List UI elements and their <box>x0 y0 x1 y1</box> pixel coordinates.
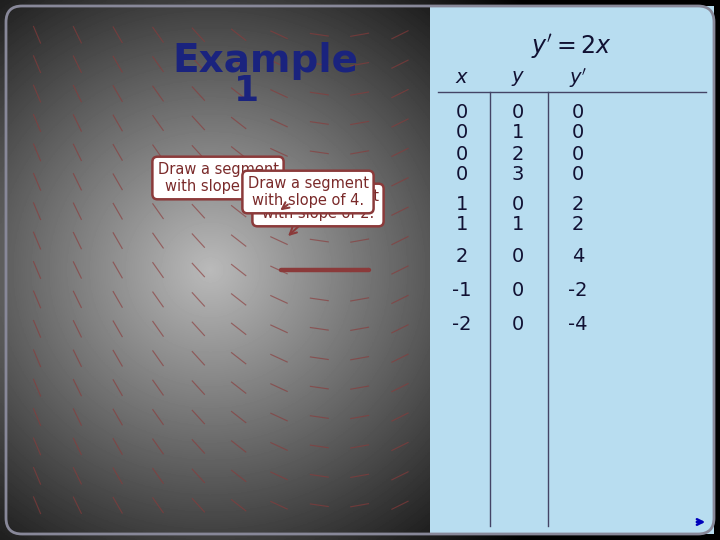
Text: 0: 0 <box>456 103 468 122</box>
Text: 1: 1 <box>512 124 524 143</box>
Text: 2: 2 <box>512 145 524 164</box>
Text: 1: 1 <box>512 214 524 233</box>
Text: $y' = 2x$: $y' = 2x$ <box>531 32 613 60</box>
Text: -2: -2 <box>452 315 472 334</box>
Text: 1: 1 <box>456 214 468 233</box>
Text: Draw a segment
with slope of 4.: Draw a segment with slope of 4. <box>248 176 369 208</box>
Text: 0: 0 <box>572 103 584 122</box>
Text: $y'$: $y'$ <box>569 66 588 90</box>
Text: -4: -4 <box>568 315 588 334</box>
Text: 2: 2 <box>572 214 584 233</box>
Text: Example: Example <box>172 42 358 80</box>
Text: 0: 0 <box>572 124 584 143</box>
Text: 0: 0 <box>456 145 468 164</box>
Bar <box>430 6 714 534</box>
Text: 2: 2 <box>572 195 584 214</box>
Text: Draw a segment
with slope of 2.: Draw a segment with slope of 2. <box>258 189 379 221</box>
Text: -1: -1 <box>452 280 472 300</box>
Text: -2: -2 <box>568 280 588 300</box>
Text: 1: 1 <box>456 195 468 214</box>
Text: 0: 0 <box>512 315 524 334</box>
Text: $x$: $x$ <box>455 69 469 87</box>
Text: 3: 3 <box>512 165 524 185</box>
Text: 2: 2 <box>456 246 468 266</box>
Text: 0: 0 <box>572 165 584 185</box>
Text: $y$: $y$ <box>511 69 525 87</box>
Text: 1: 1 <box>233 74 258 108</box>
Text: 0: 0 <box>512 246 524 266</box>
Text: 4: 4 <box>572 246 584 266</box>
Text: 0: 0 <box>456 165 468 185</box>
Text: Draw a segment
with slope of...: Draw a segment with slope of... <box>158 162 279 194</box>
Text: 0: 0 <box>512 195 524 214</box>
Text: 0: 0 <box>456 124 468 143</box>
Text: 0: 0 <box>512 280 524 300</box>
Text: 0: 0 <box>572 145 584 164</box>
Text: 0: 0 <box>512 103 524 122</box>
